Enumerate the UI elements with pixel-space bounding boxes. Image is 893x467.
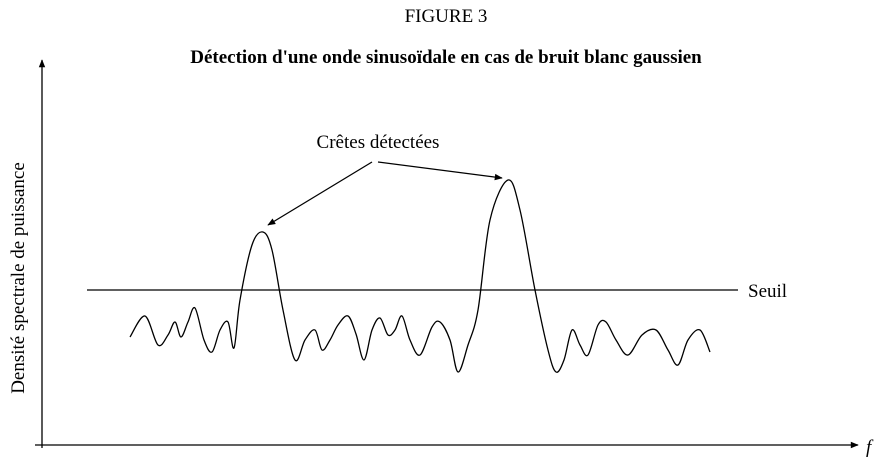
- figure-label: FIGURE 3: [405, 6, 488, 27]
- y-axis-label: Densité spectrale de puissance: [8, 162, 29, 394]
- annotation-arrow: [377, 161, 503, 181]
- spectrum-curve: [129, 179, 711, 373]
- annotation-arrow: [267, 161, 373, 226]
- x-axis-label: f: [866, 437, 874, 458]
- annotation: Crêtes détectées: [317, 132, 440, 153]
- threshold-label: Seuil: [748, 281, 787, 302]
- figure-title: Détection d'une onde sinusoïdale en cas …: [190, 47, 702, 68]
